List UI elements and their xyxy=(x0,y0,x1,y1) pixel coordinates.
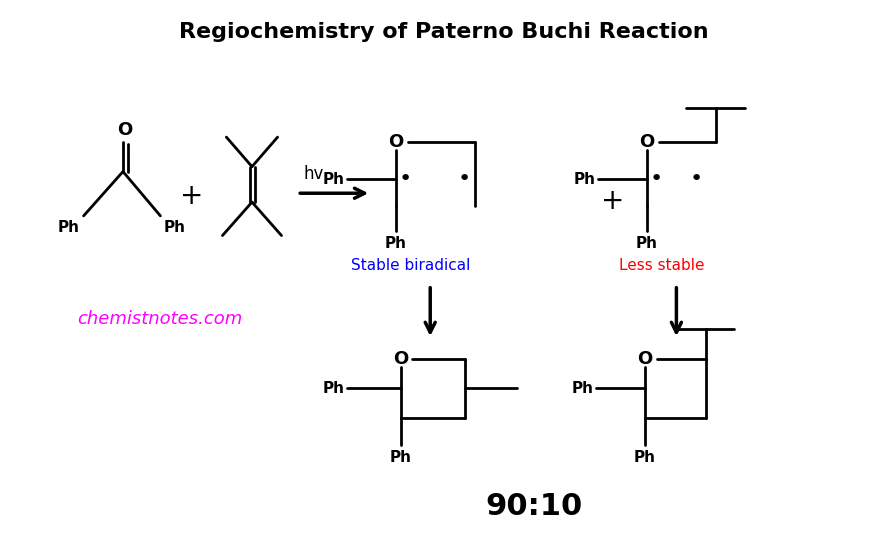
Text: Ph: Ph xyxy=(389,450,412,465)
Text: Ph: Ph xyxy=(634,450,656,465)
Text: •: • xyxy=(399,169,412,190)
Text: Ph: Ph xyxy=(164,220,185,235)
Text: Less stable: Less stable xyxy=(619,258,704,272)
Text: Ph: Ph xyxy=(573,172,596,187)
Text: •: • xyxy=(458,169,471,190)
Text: •: • xyxy=(650,169,663,190)
Text: hv: hv xyxy=(304,165,324,183)
Text: 90:10: 90:10 xyxy=(485,492,582,521)
Text: Ph: Ph xyxy=(636,236,658,251)
Text: Stable biradical: Stable biradical xyxy=(351,258,470,272)
Text: Ph: Ph xyxy=(323,172,345,187)
Text: Ph: Ph xyxy=(323,381,345,396)
Text: Ph: Ph xyxy=(385,236,407,251)
Text: O: O xyxy=(639,133,654,151)
Text: Ph: Ph xyxy=(58,220,80,235)
Text: O: O xyxy=(637,350,653,368)
Text: •: • xyxy=(690,169,702,190)
Text: Regiochemistry of Paterno Buchi Reaction: Regiochemistry of Paterno Buchi Reaction xyxy=(180,22,709,42)
Text: O: O xyxy=(393,350,408,368)
Text: +: + xyxy=(180,182,204,210)
Text: Ph: Ph xyxy=(572,381,594,396)
Text: +: + xyxy=(601,187,624,215)
Text: O: O xyxy=(117,121,132,139)
Text: O: O xyxy=(388,133,404,151)
Text: chemistnotes.com: chemistnotes.com xyxy=(76,310,242,328)
